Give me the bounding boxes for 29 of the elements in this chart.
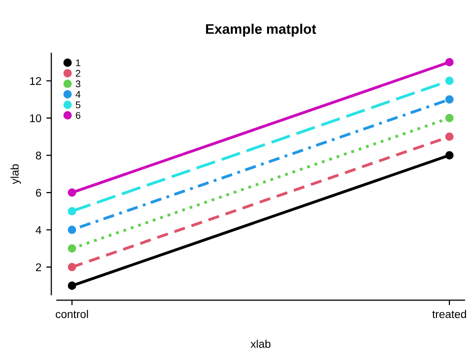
point	[445, 151, 454, 160]
legend-label: 1	[76, 59, 80, 66]
y-tick-label: 8	[36, 152, 42, 160]
point	[445, 132, 454, 141]
legend-label: 6	[76, 112, 80, 119]
point	[68, 207, 76, 216]
point	[445, 114, 454, 122]
chart-title: Example matplot	[206, 24, 316, 37]
y-tick-label: 12	[30, 77, 42, 85]
y-axis-title: ylab	[10, 164, 21, 184]
legend-label: 4	[76, 91, 80, 98]
x-axis-title: xlab	[250, 340, 270, 348]
point	[445, 58, 454, 66]
legend-label: 3	[76, 80, 80, 88]
y-tick-label: 2	[36, 263, 42, 272]
y-tick-label: 10	[30, 114, 42, 122]
x-tick-label: control	[56, 310, 88, 318]
point	[445, 76, 454, 85]
point	[445, 95, 454, 104]
y-tick-label: 4	[36, 226, 42, 234]
x-tick-label: treated	[432, 310, 466, 318]
point	[68, 188, 76, 197]
point	[68, 262, 76, 272]
point	[68, 226, 76, 234]
legend-label: 2	[76, 70, 80, 77]
point	[68, 282, 76, 290]
point	[68, 244, 76, 253]
legend-label: 5	[76, 102, 80, 108]
y-tick-label: 6	[36, 188, 42, 197]
